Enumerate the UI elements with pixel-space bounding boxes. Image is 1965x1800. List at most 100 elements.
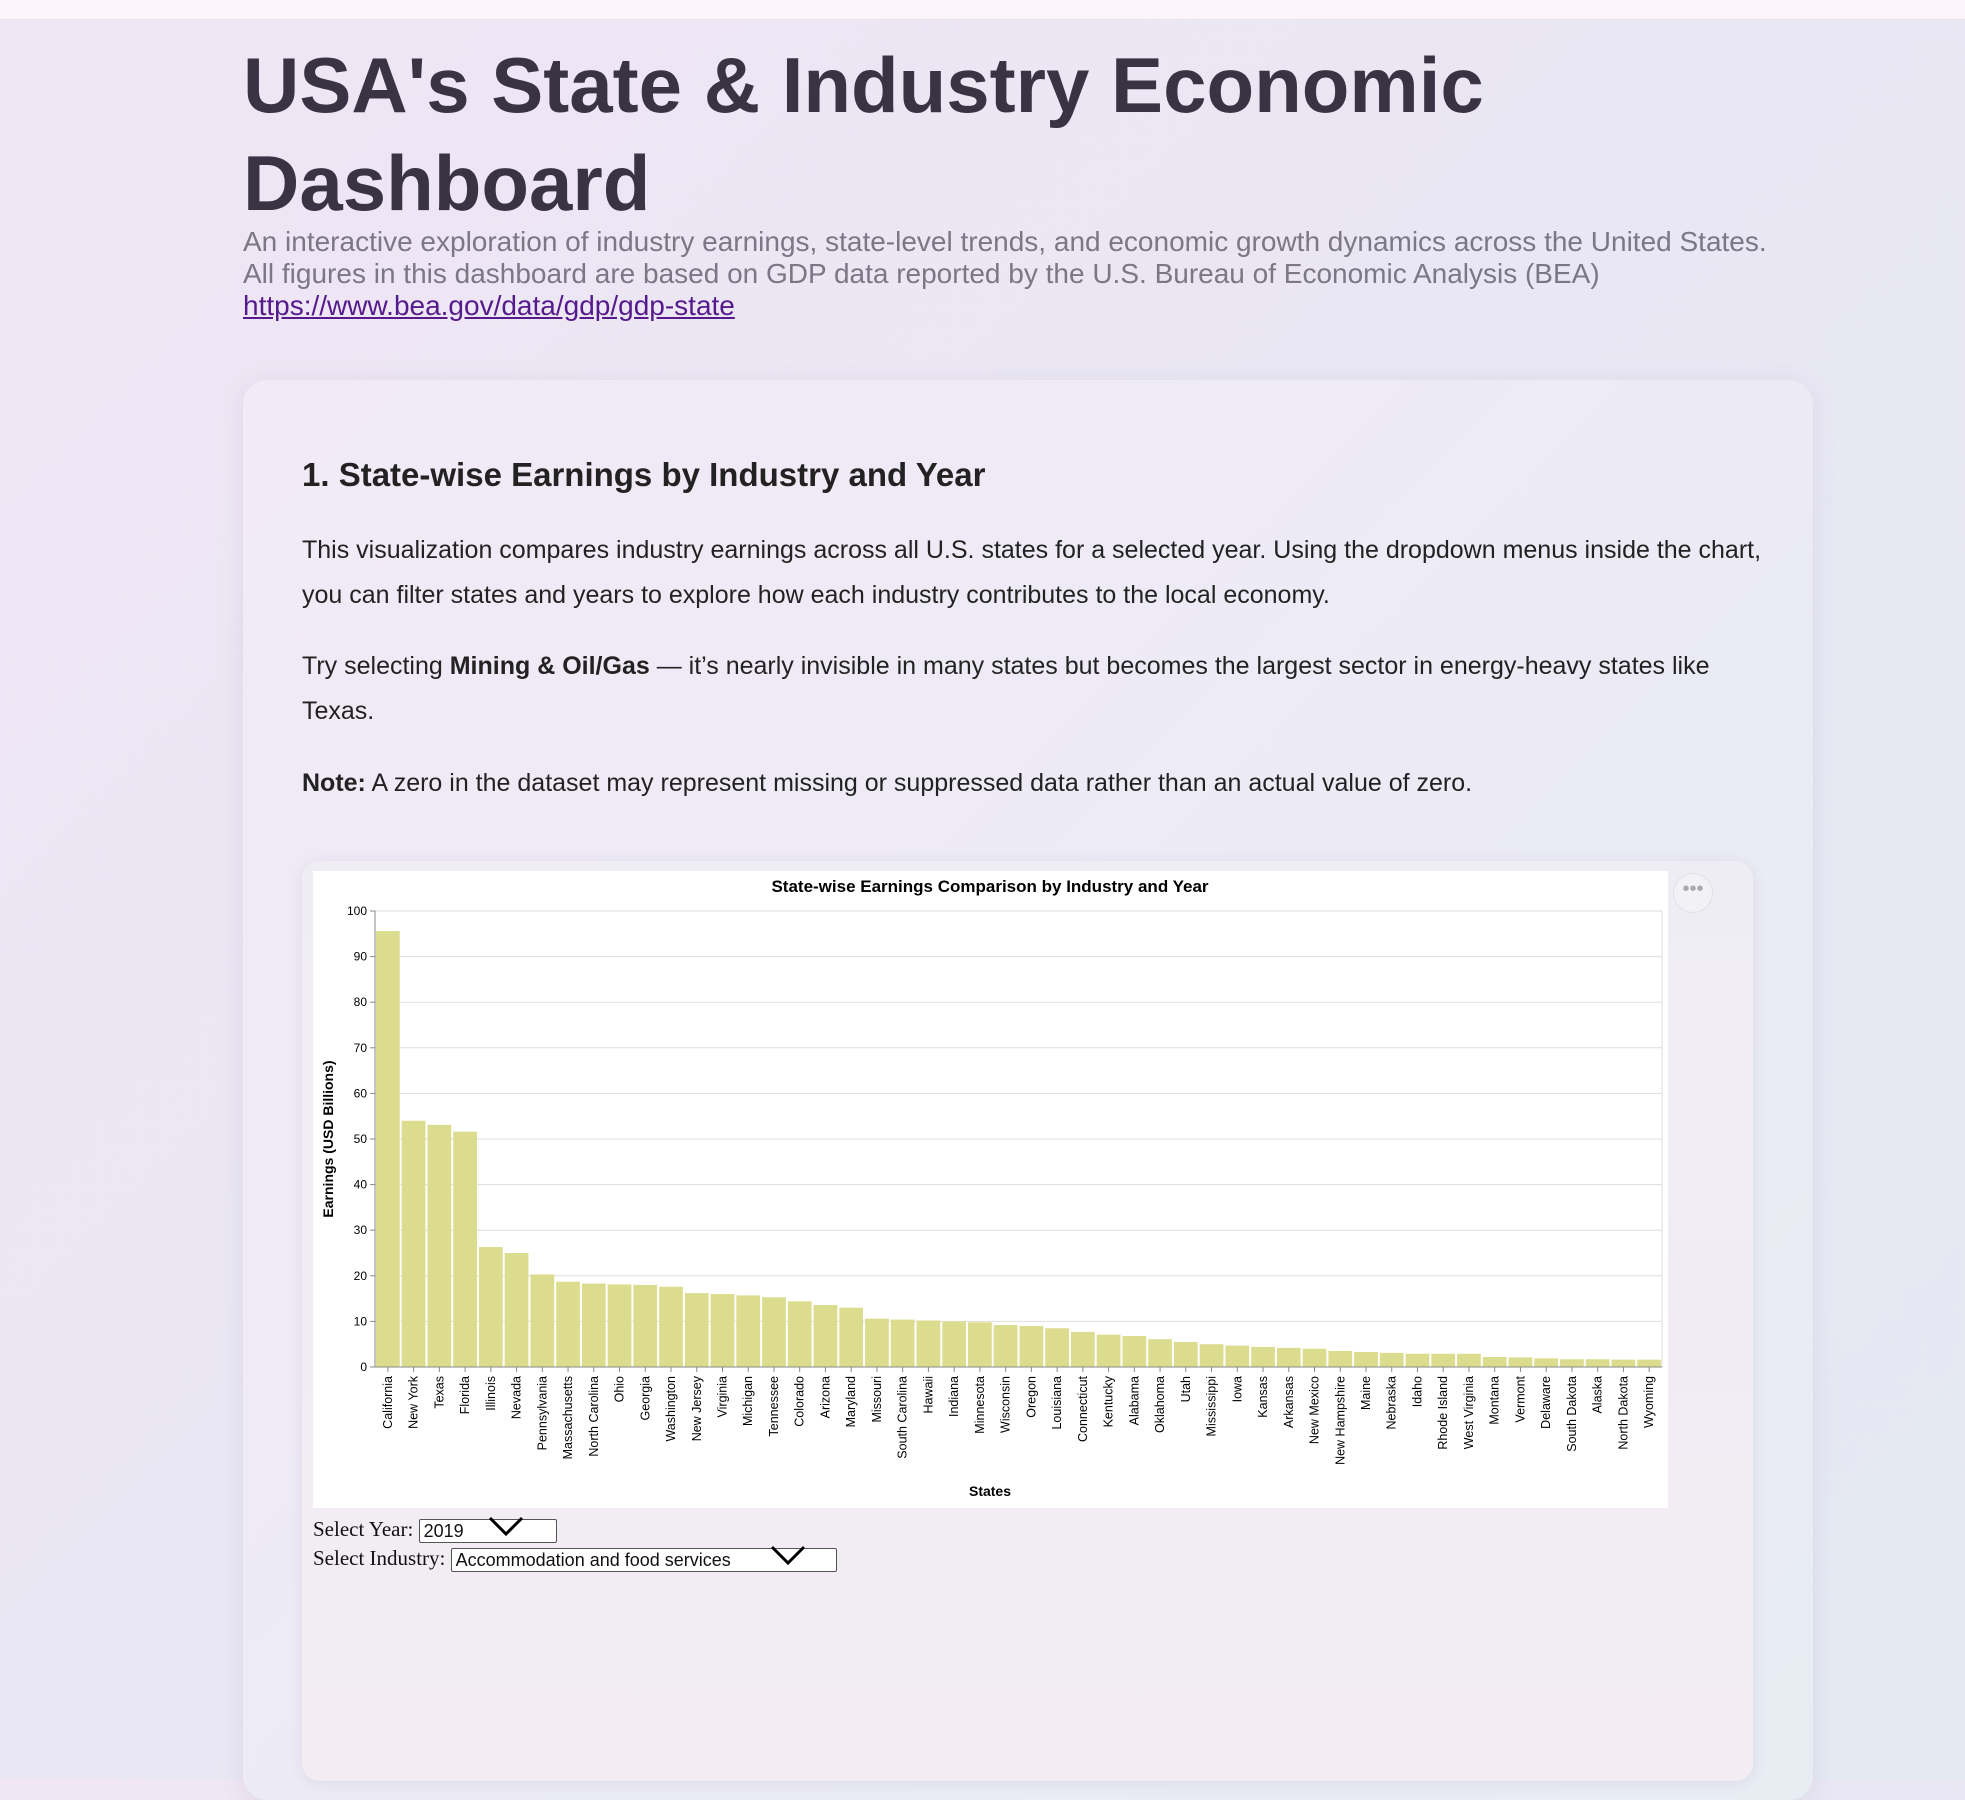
x-tick-label: New Mexico [1308, 1376, 1322, 1444]
x-tick-label: South Carolina [896, 1376, 910, 1459]
x-tick-label: Pennsylvania [535, 1376, 549, 1450]
bar-chart: State-wise Earnings Comparison by Indust… [313, 871, 1668, 1508]
bar-mississippi[interactable] [1199, 1344, 1224, 1367]
year-select[interactable]: 2019 [418, 1517, 557, 1544]
bar-illinois[interactable] [478, 1247, 503, 1367]
x-tick-label: New Hampshire [1333, 1376, 1347, 1465]
bar-kansas[interactable] [1251, 1346, 1275, 1367]
bar-massachusetts[interactable] [556, 1281, 580, 1367]
bar-south-dakota[interactable] [1560, 1359, 1584, 1367]
tip-highlight: Mining & Oil/Gas [449, 652, 650, 680]
x-tick-label: Mississippi [1205, 1376, 1219, 1436]
bar-new-york[interactable] [401, 1120, 426, 1367]
y-tick-label: 90 [354, 950, 368, 964]
bar-utah[interactable] [1173, 1341, 1198, 1367]
y-tick-label: 50 [354, 1132, 368, 1146]
note-text: A zero in the dataset may represent miss… [365, 769, 1473, 797]
bar-michigan[interactable] [736, 1295, 761, 1367]
bar-alabama[interactable] [1122, 1335, 1147, 1367]
bar-tennessee[interactable] [762, 1297, 786, 1367]
x-tick-label: Wyoming [1642, 1376, 1656, 1428]
bar-california[interactable] [376, 931, 400, 1367]
x-tick-label: Alabama [1127, 1376, 1141, 1425]
x-tick-label: Virginia [715, 1376, 729, 1418]
x-tick-label: North Carolina [587, 1376, 601, 1457]
bar-vermont[interactable] [1508, 1357, 1533, 1367]
subtitle-line-2: All figures in this dashboard are based … [243, 258, 1600, 289]
bar-idaho[interactable] [1405, 1353, 1430, 1367]
x-tick-label: Oregon [1024, 1376, 1038, 1418]
x-tick-label: Alaska [1591, 1376, 1605, 1414]
tip-pre: Try selecting [302, 652, 450, 680]
chevron-down-icon [488, 1517, 523, 1537]
page-title: USA's State & Industry Economic Dashboar… [243, 41, 1484, 227]
y-tick-label: 0 [360, 1360, 367, 1374]
bar-louisiana[interactable] [1045, 1328, 1069, 1367]
bar-wyoming[interactable] [1637, 1359, 1661, 1367]
bar-colorado[interactable] [787, 1301, 812, 1367]
browser-top-strip [0, 0, 1965, 20]
bar-virginia[interactable] [710, 1294, 735, 1367]
bar-montana[interactable] [1482, 1356, 1507, 1367]
bar-florida[interactable] [453, 1131, 477, 1367]
y-tick-label: 100 [347, 904, 367, 918]
bea-link[interactable]: https://www.bea.gov/data/gdp/gdp-state [243, 290, 735, 321]
bar-new-jersey[interactable] [684, 1293, 709, 1367]
y-axis-title: Earnings (USD Billions) [320, 1060, 336, 1217]
bar-maine[interactable] [1354, 1351, 1378, 1367]
bar-oregon[interactable] [1019, 1325, 1044, 1367]
x-axis-title: States [969, 1483, 1011, 1499]
bar-delaware[interactable] [1534, 1358, 1559, 1367]
x-tick-label: Indiana [947, 1376, 961, 1417]
bar-wisconsin[interactable] [993, 1325, 1018, 1367]
industry-select[interactable]: Accommodation and food services [450, 1546, 837, 1573]
bar-washington[interactable] [659, 1286, 683, 1367]
bar-nebraska[interactable] [1379, 1352, 1404, 1367]
bar-missouri[interactable] [865, 1318, 889, 1367]
x-tick-label: Kansas [1256, 1376, 1270, 1418]
x-tick-label: Colorado [793, 1376, 807, 1427]
bar-rhode-island[interactable] [1431, 1353, 1456, 1367]
chart-title: State-wise Earnings Comparison by Indust… [771, 877, 1208, 896]
bar-minnesota[interactable] [968, 1322, 992, 1367]
x-tick-label: Florida [458, 1376, 472, 1414]
ellipsis-icon[interactable]: ••• [1673, 873, 1713, 913]
x-tick-label: Texas [432, 1376, 446, 1409]
industry-control: Select Industry: Accommodation and food … [313, 1546, 837, 1573]
bar-north-carolina[interactable] [581, 1283, 606, 1367]
x-tick-label: Hawaii [921, 1376, 935, 1414]
bar-texas[interactable] [427, 1124, 452, 1367]
bar-pennsylvania[interactable] [530, 1274, 555, 1367]
bar-georgia[interactable] [633, 1284, 658, 1367]
x-tick-label: Delaware [1539, 1376, 1553, 1429]
bar-arizona[interactable] [813, 1304, 838, 1367]
year-label: Select Year: [313, 1517, 414, 1541]
bar-oklahoma[interactable] [1148, 1339, 1172, 1367]
bar-alaska[interactable] [1585, 1359, 1610, 1367]
x-tick-label: West Virginia [1462, 1376, 1476, 1449]
bar-south-carolina[interactable] [890, 1319, 915, 1367]
bar-nevada[interactable] [504, 1253, 529, 1367]
x-tick-label: Nebraska [1385, 1376, 1399, 1430]
year-control: Select Year: 2019 [313, 1517, 557, 1544]
bar-iowa[interactable] [1225, 1345, 1250, 1367]
bar-ohio[interactable] [607, 1284, 632, 1367]
bar-arkansas[interactable] [1276, 1347, 1301, 1367]
y-tick-label: 80 [354, 995, 368, 1009]
x-tick-label: New York [407, 1375, 421, 1429]
y-tick-label: 70 [354, 1041, 368, 1055]
bar-north-dakota[interactable] [1611, 1359, 1636, 1367]
y-tick-label: 20 [354, 1269, 368, 1283]
bar-connecticut[interactable] [1070, 1331, 1095, 1367]
bar-indiana[interactable] [942, 1321, 967, 1367]
bar-new-hampshire[interactable] [1328, 1351, 1353, 1367]
x-tick-label: California [381, 1376, 395, 1429]
x-tick-label: Vermont [1513, 1375, 1527, 1422]
bar-new-mexico[interactable] [1302, 1348, 1327, 1367]
bar-west-virginia[interactable] [1457, 1353, 1481, 1367]
year-select-value: 2019 [423, 1521, 464, 1542]
bar-hawaii[interactable] [916, 1320, 941, 1367]
note-label: Note: [302, 769, 366, 797]
bar-maryland[interactable] [839, 1307, 864, 1367]
bar-kentucky[interactable] [1096, 1334, 1121, 1367]
